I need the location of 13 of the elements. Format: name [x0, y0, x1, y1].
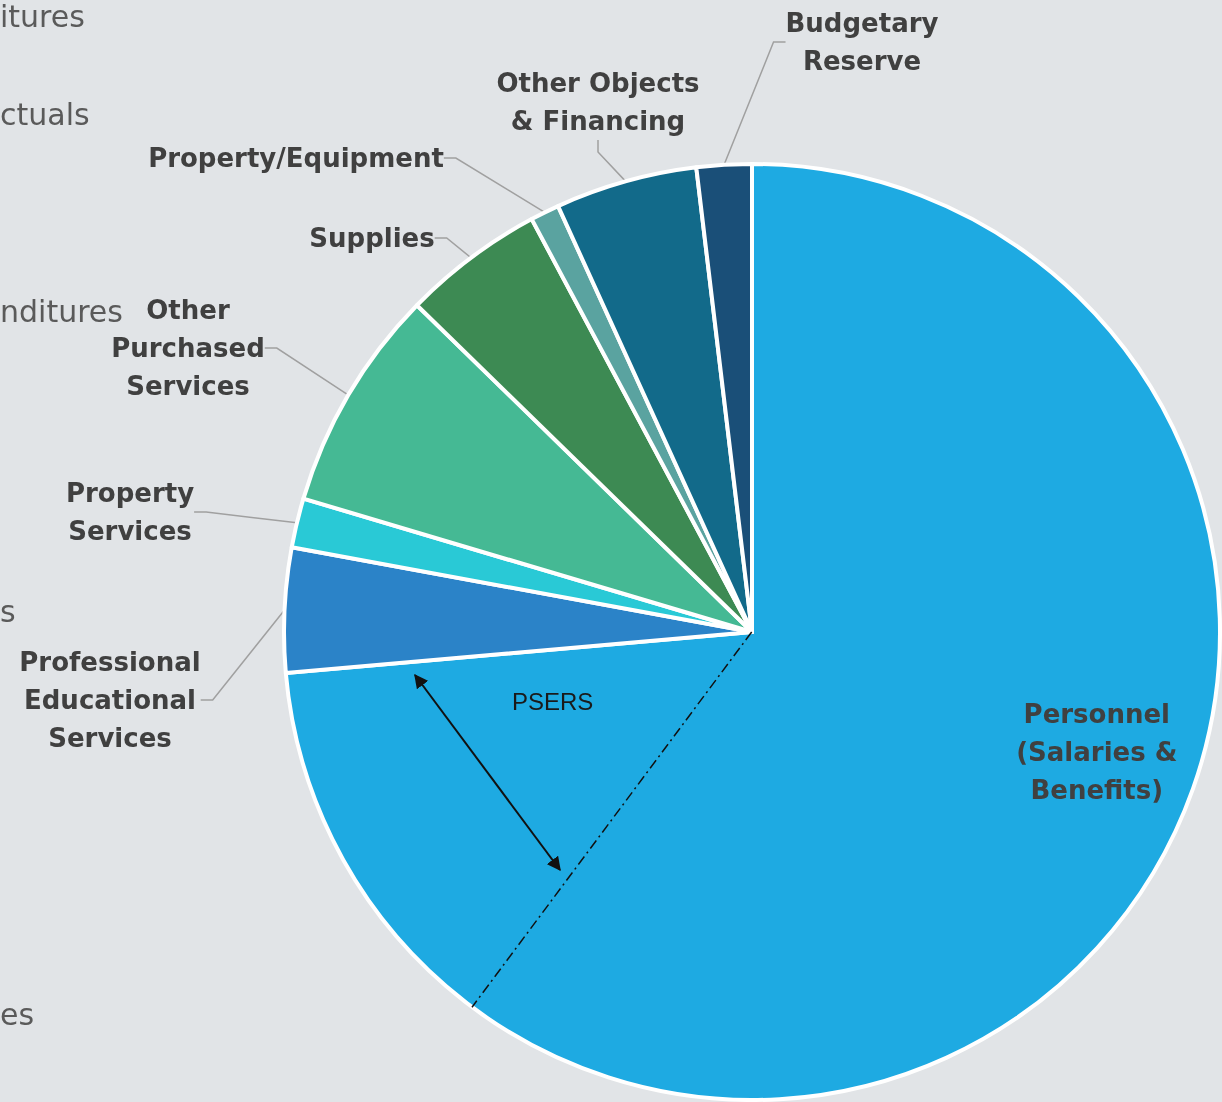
text: s — [0, 594, 16, 629]
text: nditures — [0, 294, 123, 329]
slice-label: Property/Equipment — [148, 143, 444, 173]
text: es — [0, 997, 35, 1032]
text: ctuals — [0, 97, 90, 132]
slice-label: Professional Educational Services — [19, 647, 201, 753]
text: itures — [0, 0, 85, 34]
text: PSERS — [512, 688, 594, 716]
slice-label: Budgetary Reserve — [785, 8, 939, 76]
slice-label: Supplies — [309, 223, 435, 253]
slice-label: Property Services — [65, 478, 195, 546]
slice-label: Other Objects & Financing — [496, 68, 700, 136]
slice-label: Personnel (Salaries & Benefits) — [1016, 699, 1178, 806]
